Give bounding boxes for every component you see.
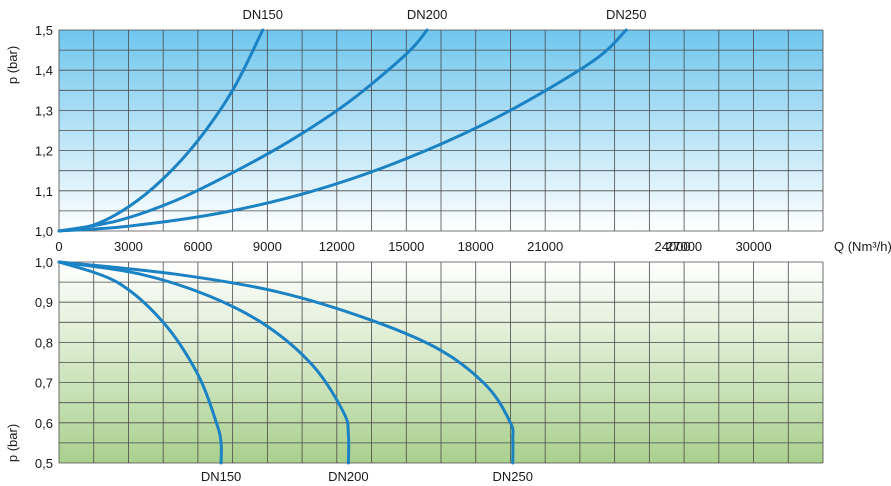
upper-y-tick-label: 1,4 <box>35 63 53 78</box>
lower-series-label-dn150: DN150 <box>201 469 241 484</box>
x-tick-label: 21000 <box>527 239 563 254</box>
series-labels: DN150 DN200 DN250 DN150 DN200 DN250 <box>201 7 647 484</box>
lower-curve-dn250 <box>57 260 515 465</box>
upper-grid <box>58 29 824 232</box>
x-tick-label: 3000 <box>114 239 143 254</box>
lower-y-tick-label: 0,6 <box>35 416 53 431</box>
x-tick-label: 15000 <box>388 239 424 254</box>
upper-series-label-dn150: DN150 <box>242 7 282 22</box>
upper-curve-dn250 <box>57 28 628 233</box>
upper-series-label-dn250: DN250 <box>606 7 646 22</box>
x-axis-label: Q (Nm³/h) <box>834 239 891 254</box>
x-tick-label: 27000 <box>666 239 702 254</box>
lower-series-label-dn250: DN250 <box>493 469 533 484</box>
upper-curve-dn200 <box>57 28 429 233</box>
x-tick-label: 6000 <box>183 239 212 254</box>
x-tick-label: 18000 <box>458 239 494 254</box>
lower-curve-dn200 <box>57 260 351 465</box>
upper-y-tick-label: 1,0 <box>35 224 53 239</box>
lower-y-tick-label: 0,7 <box>35 376 53 391</box>
lower-y-axis-label: p (bar) <box>5 424 20 462</box>
lower-y-tick-label: 0,9 <box>35 295 53 310</box>
x-tick-label-24000: 24000 <box>655 239 691 254</box>
upper-y-tick-label: 1,5 <box>35 23 53 38</box>
x-tick-label: 30000 <box>735 239 771 254</box>
lower-grid <box>58 261 824 464</box>
lower-series-label-dn200: DN200 <box>328 469 368 484</box>
upper-y-tick-label: 1,2 <box>35 144 53 159</box>
lower-curve-dn150 <box>57 260 223 465</box>
lower-y-tick-label: 0,8 <box>35 335 53 350</box>
x-tick-label: 12000 <box>319 239 355 254</box>
x-tick-label: 9000 <box>253 239 282 254</box>
curves <box>57 28 628 465</box>
lower-y-tick-label: 1,0 <box>35 255 53 270</box>
upper-y-tick-label: 1,1 <box>35 184 53 199</box>
upper-y-axis-label: p (bar) <box>5 46 20 84</box>
tick-labels: 24000 0 3000 6000 9000 12000 15000 18000 21000 2… <box>35 23 772 471</box>
upper-y-tick-label: 1,3 <box>35 103 53 118</box>
upper-series-label-dn200: DN200 <box>407 7 447 22</box>
x-tick-label: 0 <box>55 239 62 254</box>
lower-y-tick-label: 0,5 <box>35 456 53 471</box>
